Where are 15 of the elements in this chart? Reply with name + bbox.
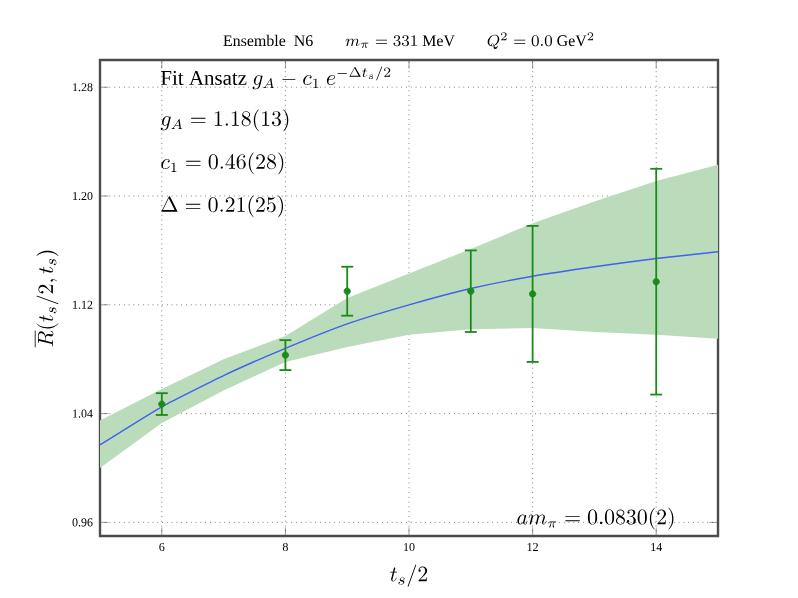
annotation: $c_1=0.46(28)$ [161, 152, 284, 175]
annotation: $\Delta=0.21(25)$ [161, 195, 284, 218]
annotation: $\mathrm{Fit\ Ansatz}\ g_A-c_1\ e^{-\Delta t_s/2}$ [160, 66, 391, 90]
point [652, 278, 660, 286]
annotation: $am_\pi=0.0830(2)$ [517, 507, 674, 530]
line-series [100, 251, 719, 446]
annotation: $g_A=1.18(13)$ [160, 109, 289, 132]
point [343, 287, 351, 295]
chart-title: $\mathrm{Ensemble\ \ N6}\qquad m_\pi=331\ \mathrm{MeV}\qquad Q^2=0.0\ \mathrm{GeV}^2$ [223, 32, 594, 49]
y-axis-title: $\overline{R}(t_s/2,t_s)$ [35, 250, 59, 348]
point [281, 351, 289, 359]
point [467, 287, 475, 295]
x-axis-title: $t_s/2$ [390, 564, 428, 587]
point [158, 400, 166, 408]
point [529, 290, 537, 298]
